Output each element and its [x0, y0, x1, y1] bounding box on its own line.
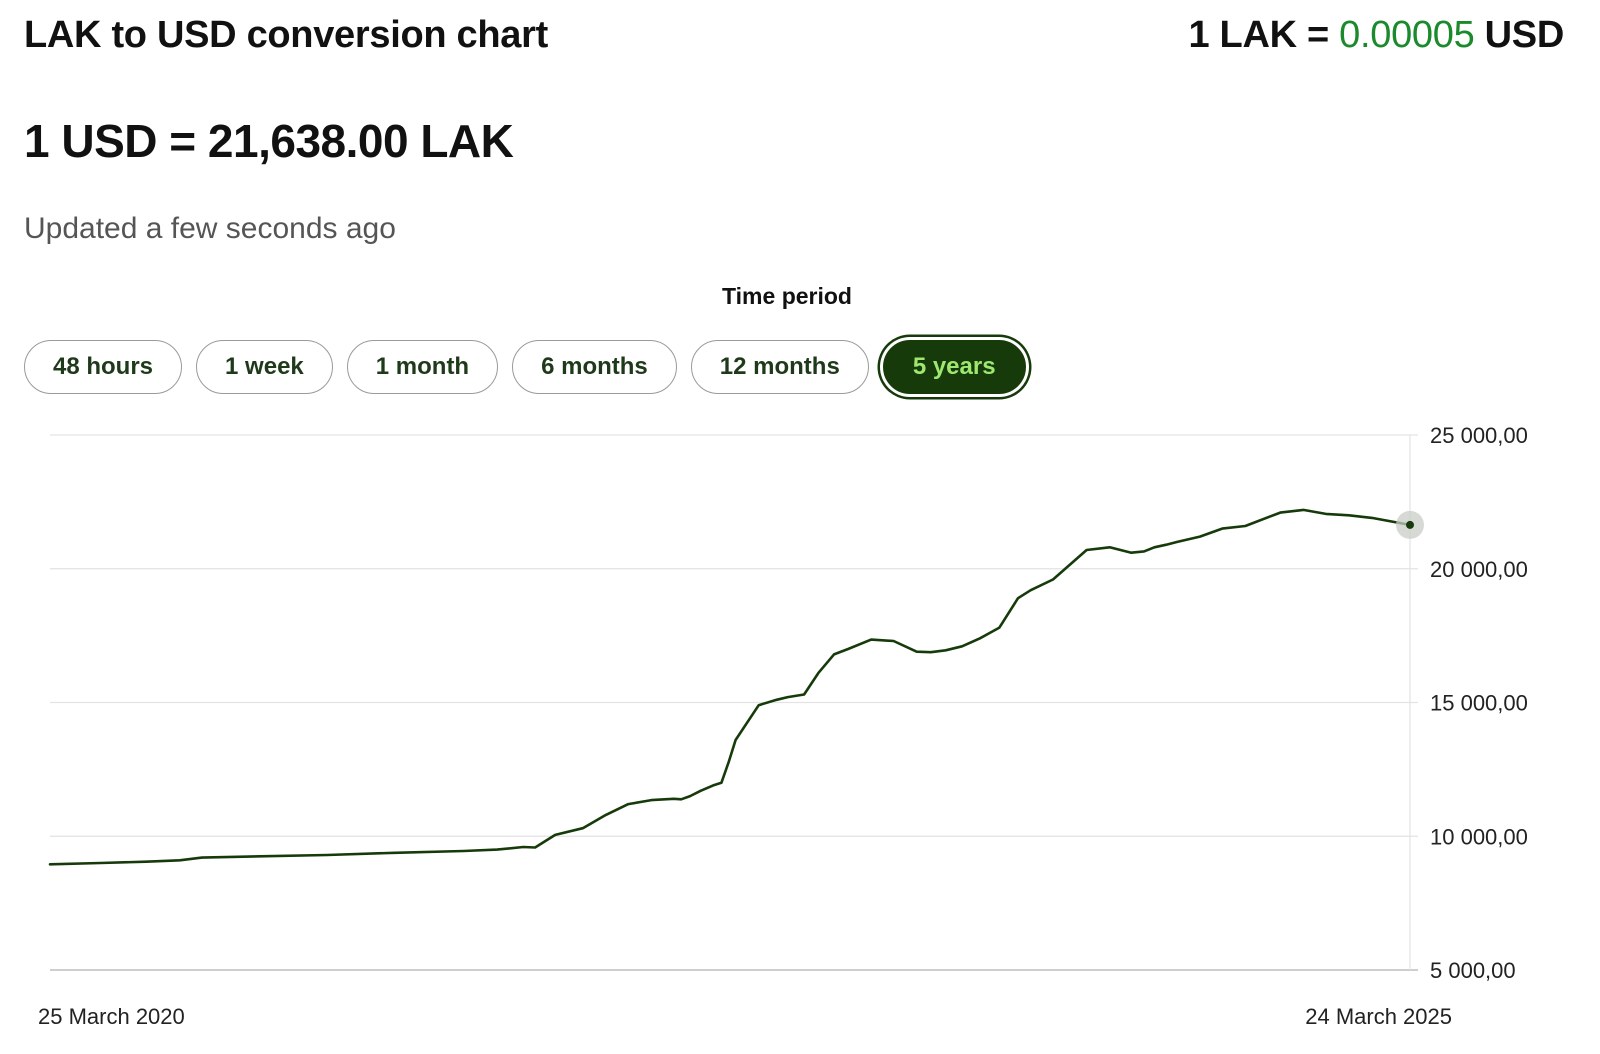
chart-y-tick-label: 10 000,00: [1430, 824, 1528, 849]
time-period-selector: 48 hours 1 week 1 month 6 months 12 mont…: [24, 340, 1026, 394]
chart-y-tick-label: 15 000,00: [1430, 691, 1528, 716]
inverse-rate-value: 0.00005: [1339, 14, 1475, 56]
chart-y-tick-labels: 25 000,00 20 000,00 15 000,00 10 000,00 5 00…: [1430, 423, 1528, 983]
updated-status: Updated a few seconds ago: [24, 212, 396, 245]
chart-y-tick-label: 20 000,00: [1430, 557, 1528, 582]
period-1-month-button[interactable]: 1 month: [346, 340, 499, 394]
inverse-rate-suffix: USD: [1474, 14, 1565, 56]
exchange-rate: 1 USD = 21,638.00 LAK: [24, 115, 514, 167]
chart-current-marker[interactable]: [1406, 520, 1414, 529]
chart-x-start-label: 25 March 2020: [38, 1004, 185, 1029]
period-1-week-button[interactable]: 1 week: [196, 340, 333, 394]
chart-y-tick-label: 5 000,00: [1430, 958, 1516, 983]
chart-series-line: [48, 508, 1412, 866]
chart-x-end-label: 24 March 2025: [1305, 1004, 1452, 1029]
period-5-years-button[interactable]: 5 years: [882, 340, 1026, 394]
inverse-rate: 1 LAK = 0.00005 USD: [1188, 14, 1564, 57]
period-6-months-button[interactable]: 6 months: [512, 340, 677, 394]
chart-gridlines: [50, 434, 1418, 971]
time-period-label: Time period: [722, 283, 852, 309]
exchange-rate-chart[interactable]: 25 000,00 20 000,00 15 000,00 10 000,00 5 00…: [0, 410, 1600, 1054]
period-48-hours-button[interactable]: 48 hours: [24, 340, 183, 394]
inverse-rate-prefix: 1 LAK =: [1188, 14, 1340, 56]
period-12-months-button[interactable]: 12 months: [690, 340, 869, 394]
chart-y-tick-label: 25 000,00: [1430, 423, 1528, 448]
page-title: LAK to USD conversion chart: [24, 14, 548, 56]
